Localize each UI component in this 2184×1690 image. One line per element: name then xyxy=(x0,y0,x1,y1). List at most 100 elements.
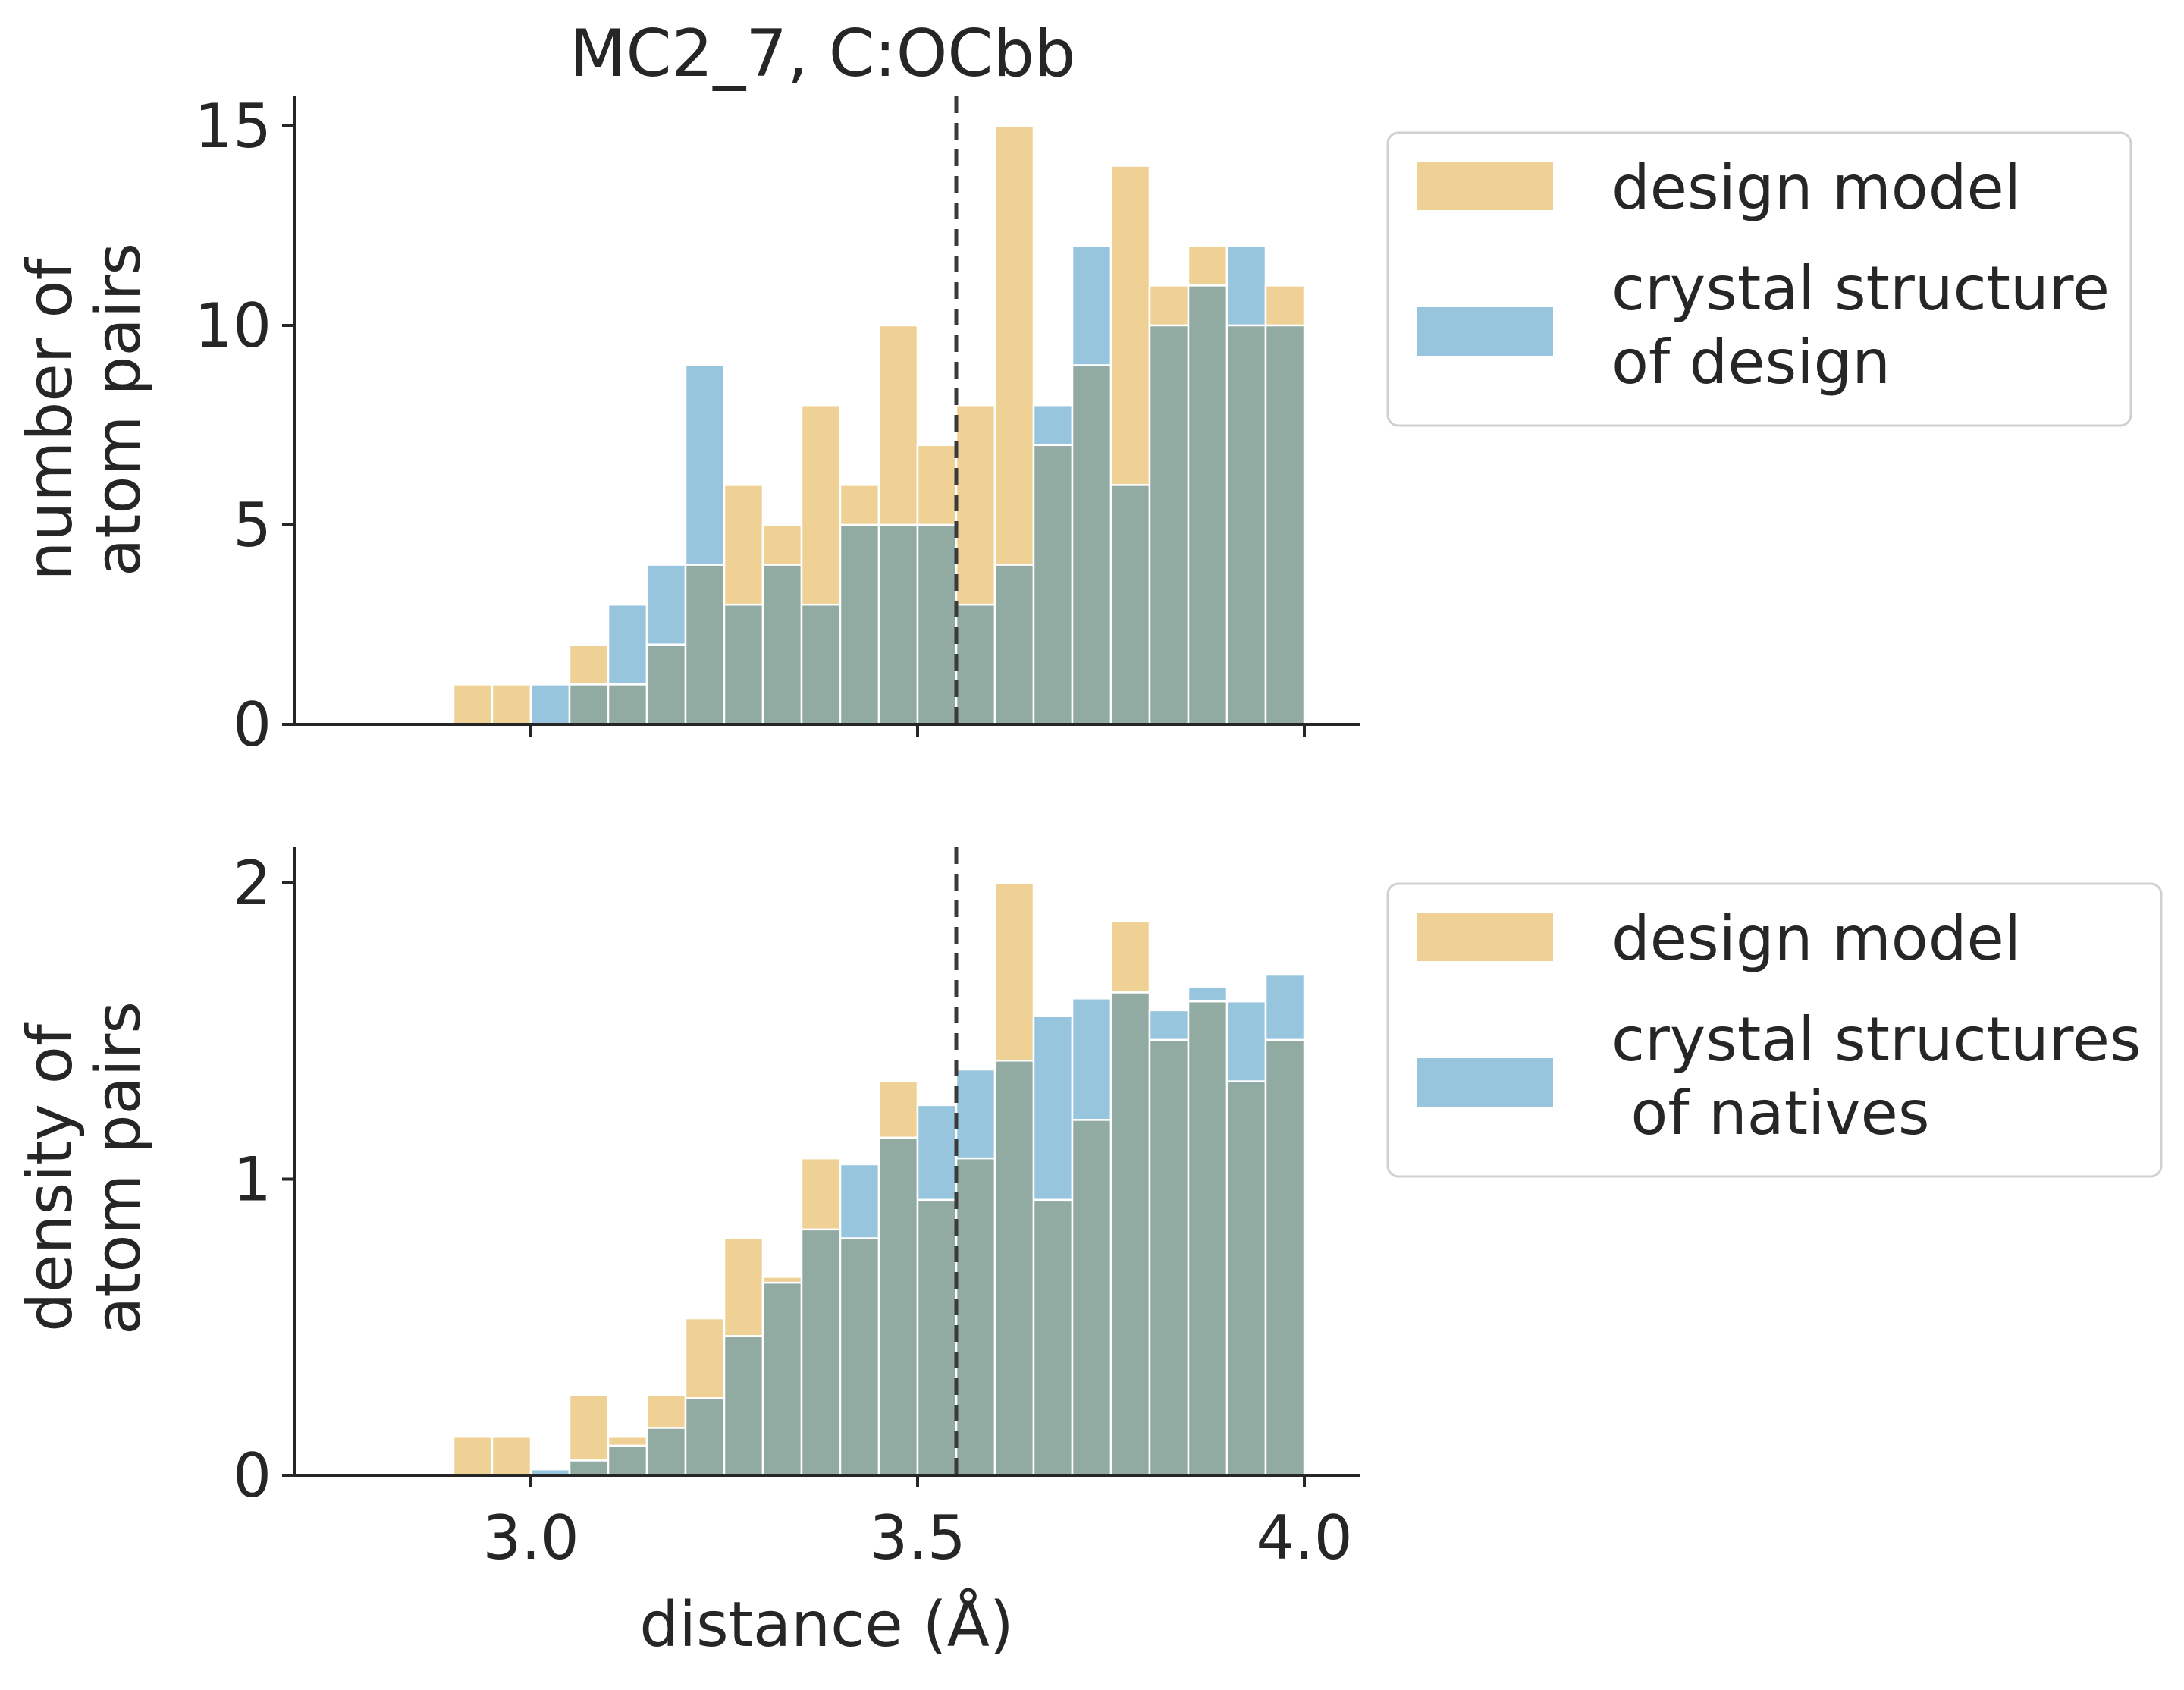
bar-overlap-11 xyxy=(877,523,919,726)
bar-design-11 xyxy=(877,324,919,526)
y-tick-label-1: 5 xyxy=(233,490,271,561)
bar-design-17 xyxy=(1109,165,1151,486)
legend-density-frame xyxy=(1386,882,2163,1178)
bar-overlap-3 xyxy=(568,683,610,726)
bar-crystal-20 xyxy=(1225,1000,1267,1082)
bar-crystal-20 xyxy=(1225,244,1267,327)
x-ticks-count xyxy=(529,724,1306,737)
y-tick-label-2: 2 xyxy=(233,848,271,919)
bar-overlap-21 xyxy=(1264,324,1306,726)
bar-overlap-15 xyxy=(1032,1198,1074,1477)
bar-crystal-5 xyxy=(645,564,687,646)
legend-density: design model crystal structures of nativ… xyxy=(1386,882,2163,1178)
x-tick-label-2: 4.0 xyxy=(1256,1503,1352,1573)
bar-design-3 xyxy=(568,1394,610,1462)
bar-crystal-16 xyxy=(1071,244,1112,366)
bar-design-21 xyxy=(1264,284,1306,327)
y-tick-label-2: 10 xyxy=(194,291,271,361)
legend-count-swatch-design xyxy=(1417,162,1553,210)
bar-crystal-10 xyxy=(839,1163,880,1239)
bar-overlap-7 xyxy=(723,603,764,726)
bar-overlap-14 xyxy=(993,564,1035,726)
bar-design-7 xyxy=(723,484,764,606)
bar-design-12 xyxy=(916,444,958,526)
y-axis-label-count: number of atom pairs xyxy=(14,238,155,580)
bar-design-3 xyxy=(568,643,610,686)
bar-overlap-3 xyxy=(568,1459,610,1477)
bar-overlap-9 xyxy=(800,603,842,726)
panel-count: 0 5 10 15 number of atom pairs xyxy=(14,91,1360,760)
y-axis-label-density-line1: density of xyxy=(14,1022,86,1332)
bar-design-0 xyxy=(452,1435,494,1477)
bar-crystal-13 xyxy=(955,1068,996,1160)
y-tick-label-0: 0 xyxy=(233,1440,271,1511)
bar-overlap-4 xyxy=(607,683,648,726)
bar-crystal-16 xyxy=(1071,997,1112,1121)
y-axis-label-count-line2: atom pairs xyxy=(83,243,155,576)
legend-count: design model crystal structure of design xyxy=(1386,131,2132,427)
legend-count-label-design: design model xyxy=(1611,152,2021,223)
bar-design-4 xyxy=(607,1435,648,1447)
bar-design-18 xyxy=(1148,284,1190,327)
x-tick-label-1: 3.5 xyxy=(869,1503,965,1573)
bar-crystal-21 xyxy=(1264,973,1306,1041)
y-axis-label-density-line2: atom pairs xyxy=(83,1001,155,1335)
legend-count-frame xyxy=(1386,131,2132,427)
bar-design-0 xyxy=(452,683,494,726)
bar-crystal-15 xyxy=(1032,404,1074,447)
bar-crystal-4 xyxy=(607,603,648,686)
x-tick-label-0: 3.0 xyxy=(482,1503,579,1573)
legend-density-swatch-design xyxy=(1417,913,1553,961)
chart-title: MC2_7, C:OCbb xyxy=(570,16,1075,92)
panel-density: 0 1 2 3.0 3.5 4.0 density of atom pairs dist… xyxy=(14,847,1360,1661)
bar-crystal-19 xyxy=(1187,985,1228,1003)
bar-design-9 xyxy=(800,1157,842,1231)
bar-overlap-7 xyxy=(723,1335,764,1477)
bar-design-10 xyxy=(839,484,880,526)
bar-overlap-19 xyxy=(1187,1000,1228,1477)
bar-crystal-18 xyxy=(1148,1009,1190,1041)
bar-design-1 xyxy=(491,1435,532,1477)
legend-count-swatch-crystal xyxy=(1417,307,1553,356)
bar-crystal-15 xyxy=(1032,1015,1074,1202)
bar-overlap-10 xyxy=(839,1237,880,1477)
bar-design-6 xyxy=(684,1317,726,1399)
bar-design-9 xyxy=(800,404,842,606)
bar-overlap-6 xyxy=(684,1397,726,1477)
bar-design-11 xyxy=(877,1080,919,1139)
bar-overlap-12 xyxy=(916,1198,958,1477)
bar-overlap-13 xyxy=(955,1157,996,1477)
legend-density-label-crystal-line2: of natives xyxy=(1611,1078,1930,1148)
bar-overlap-21 xyxy=(1264,1038,1306,1477)
legend-density-label-design: design model xyxy=(1611,903,2021,974)
bar-overlap-11 xyxy=(877,1136,919,1477)
bar-overlap-18 xyxy=(1148,1038,1190,1477)
bar-design-5 xyxy=(645,1394,687,1429)
legend-count-label-crystal-line2: of design xyxy=(1611,327,1891,397)
legend-density-label-crystal-line1: crystal structures xyxy=(1611,1004,2142,1075)
bar-overlap-5 xyxy=(645,1427,687,1477)
bar-overlap-8 xyxy=(761,564,803,726)
bar-overlap-12 xyxy=(916,523,958,726)
bars-density xyxy=(452,881,1306,1477)
y-ticks-count: 0 5 10 15 xyxy=(194,91,294,760)
bar-overlap-4 xyxy=(607,1444,648,1477)
bar-crystal-12 xyxy=(916,1104,958,1202)
y-axis-label-density: density of atom pairs xyxy=(14,1001,155,1335)
x-ticks-density: 3.0 3.5 4.0 xyxy=(482,1475,1353,1573)
bar-design-13 xyxy=(955,404,996,606)
bar-overlap-8 xyxy=(761,1281,803,1477)
bar-overlap-5 xyxy=(645,643,687,726)
bar-overlap-20 xyxy=(1225,1080,1267,1477)
bar-overlap-17 xyxy=(1109,991,1151,1477)
y-ticks-density: 0 1 2 xyxy=(233,848,294,1511)
bar-overlap-16 xyxy=(1071,364,1112,726)
bar-design-7 xyxy=(723,1237,764,1337)
bar-overlap-6 xyxy=(684,564,726,726)
bar-overlap-13 xyxy=(955,603,996,726)
bar-overlap-19 xyxy=(1187,284,1228,726)
legend-density-swatch-crystal xyxy=(1417,1058,1553,1107)
bar-design-8 xyxy=(761,523,803,566)
legend-count-label-crystal-line1: crystal structure xyxy=(1611,253,2110,324)
